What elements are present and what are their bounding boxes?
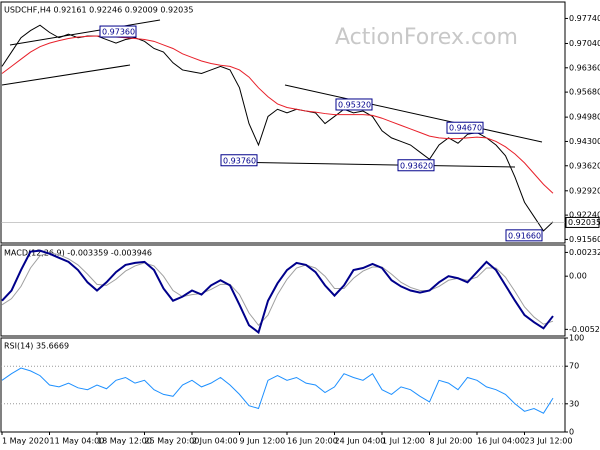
y-tick-label: 0 bbox=[569, 428, 574, 437]
x-tick-label: 23 Jul 12:00 bbox=[525, 437, 573, 446]
annotation-label: 0.95320 bbox=[338, 100, 371, 109]
annotation-label: 0.91660 bbox=[508, 231, 541, 240]
y-tick-label: 0.92920 bbox=[569, 186, 600, 195]
y-tick-label: 30 bbox=[569, 399, 579, 408]
x-tick-label: 8 Jul 20:00 bbox=[430, 437, 473, 446]
annotation-label: 0.93760 bbox=[223, 156, 256, 165]
y-tick-label: 0.93620 bbox=[569, 161, 600, 170]
price-frame bbox=[0, 1, 566, 244]
panel-title: USDCHF,H4 0.92161 0.92246 0.92009 0.9203… bbox=[4, 6, 193, 15]
y-tick-label: 70 bbox=[569, 362, 579, 371]
y-tick-label: 0.94980 bbox=[569, 113, 600, 122]
series-line bbox=[1, 367, 554, 414]
panel-title: MACD(12,26,9) -0.003359 -0.003946 bbox=[4, 249, 152, 258]
macd-frame bbox=[0, 244, 566, 337]
x-tick-label: 9 Jun 12:00 bbox=[240, 437, 286, 446]
x-tick-label: 1 May 2020 bbox=[2, 437, 49, 446]
trendlines bbox=[1, 19, 543, 168]
x-tick-label: 11 May 04:00 bbox=[50, 437, 105, 446]
annotation-box bbox=[99, 25, 137, 38]
annotation-box bbox=[505, 229, 543, 242]
annotation-box bbox=[446, 121, 484, 134]
x-tick-label: 16 Jun 20:00 bbox=[287, 437, 338, 446]
y-tick-label: 0.91560 bbox=[569, 235, 600, 244]
x-tick-label: 1 Jul 12:00 bbox=[382, 437, 425, 446]
y-tick-label: 0.97740 bbox=[569, 14, 600, 23]
series-line bbox=[1, 35, 554, 194]
trendline bbox=[224, 161, 516, 168]
last-price-label: 0.92035 bbox=[568, 218, 600, 227]
annotation-label: 0.94670 bbox=[449, 124, 482, 133]
y-tick-label: 0.95680 bbox=[569, 88, 600, 97]
x-tick-label: 25 May 20:00 bbox=[145, 437, 200, 446]
annotation-label: 0.97360 bbox=[102, 28, 135, 37]
rsi-frame bbox=[0, 337, 566, 433]
trendline bbox=[9, 19, 161, 46]
x-tick-label: 2 Jun 04:00 bbox=[192, 437, 238, 446]
trendline bbox=[1, 64, 131, 86]
y-tick-label: -0.005201 bbox=[569, 325, 600, 334]
panel-title: RSI(14) 35.6669 bbox=[4, 342, 69, 351]
annotation-box bbox=[397, 159, 435, 172]
last-price-box bbox=[565, 216, 600, 228]
x-tick-label: 24 Jun 04:00 bbox=[335, 437, 386, 446]
trendline bbox=[284, 84, 543, 143]
annotation-box bbox=[220, 154, 258, 167]
y-tick-label: 0.96360 bbox=[569, 63, 600, 72]
annotation-label: 0.93620 bbox=[400, 161, 433, 170]
annotation-box bbox=[335, 98, 373, 111]
series-line bbox=[1, 249, 554, 335]
x-tick-label: 16 Jul 04:00 bbox=[477, 437, 525, 446]
y-tick-label: 0.00 bbox=[569, 272, 587, 281]
watermark: ActionForex.com bbox=[335, 25, 518, 50]
y-tick-label: 0.94300 bbox=[569, 137, 600, 146]
y-tick-label: 0.92240 bbox=[569, 211, 600, 220]
y-tick-label: 0.97040 bbox=[569, 39, 600, 48]
x-tick-label: 18 May 12:00 bbox=[97, 437, 152, 446]
y-tick-label: 100 bbox=[569, 334, 584, 343]
y-tick-label: 0.002325 bbox=[569, 248, 600, 257]
